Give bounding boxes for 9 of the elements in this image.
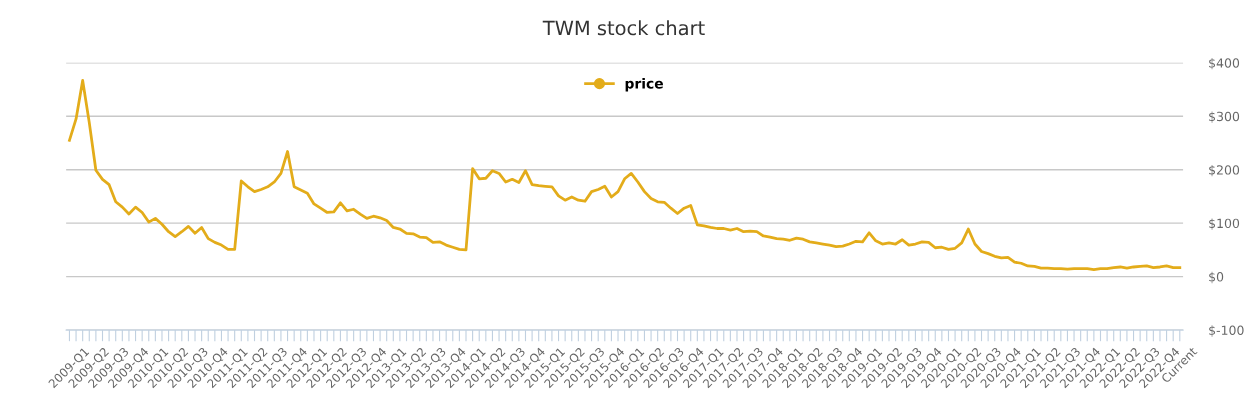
line-series (68, 79, 1182, 272)
y-tick-label: $200 (1209, 164, 1240, 177)
y-tick-label: $100 (1209, 218, 1240, 230)
chart-title: TWM stock chart (542, 20, 705, 36)
legend-label: price (625, 77, 663, 92)
y-tick-label: $-100 (1209, 325, 1244, 337)
y-tick-label: $300 (1209, 111, 1240, 123)
y-tick-label: $400 (1209, 58, 1240, 70)
y-tick-label: $0 (1209, 271, 1224, 284)
